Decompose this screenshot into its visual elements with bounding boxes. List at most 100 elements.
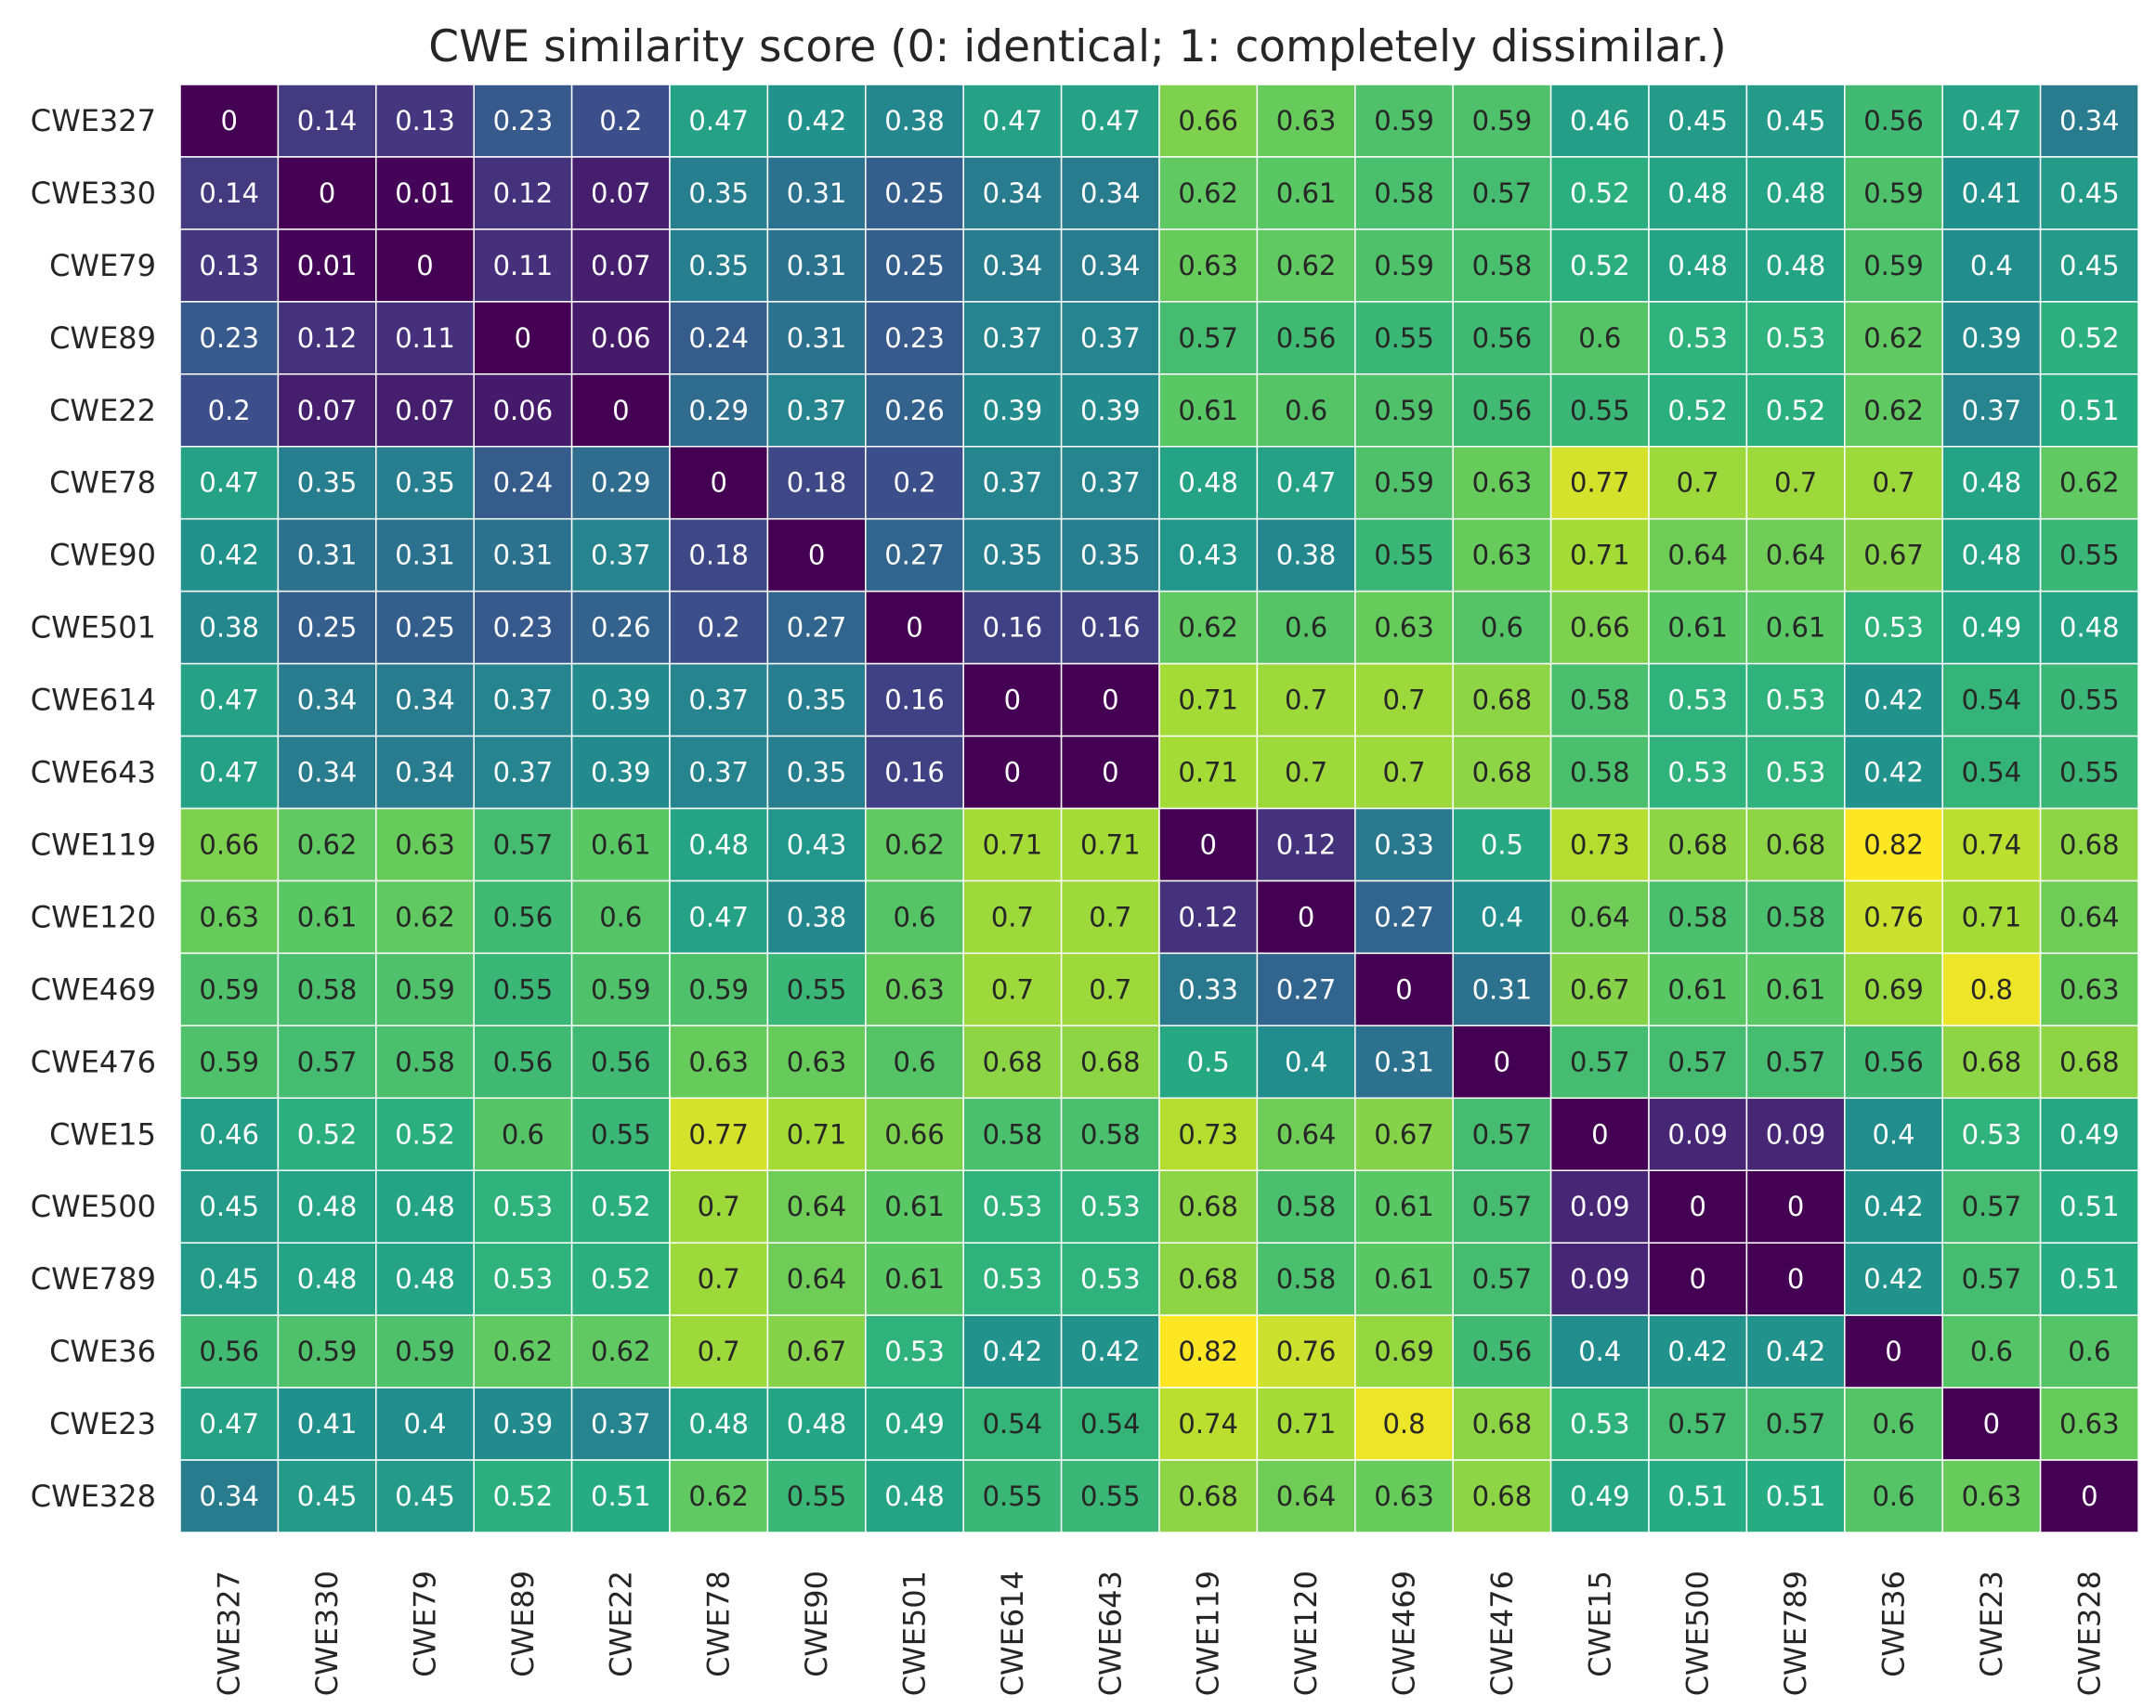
cell-value-label: 0.27 — [787, 612, 847, 644]
cell-value-label: 0.2 — [599, 105, 642, 137]
cell-value-label: 0.59 — [591, 973, 651, 1005]
cell-value-label: 0.61 — [884, 1191, 945, 1222]
cell-value-label: 0.7 — [1089, 973, 1131, 1005]
heatmap-cell — [865, 373, 964, 448]
heatmap-cell — [1060, 301, 1160, 375]
row-tick-label: CWE23 — [49, 1406, 156, 1441]
cell-value-label: 0.43 — [1178, 540, 1238, 571]
cell-value-label: 0.29 — [688, 395, 749, 426]
heatmap-cell — [1452, 1169, 1552, 1244]
cell-value-label: 0.25 — [395, 612, 455, 644]
heatmap-cell — [473, 662, 573, 737]
cell-value-label: 0.34 — [297, 685, 358, 716]
cell-value-label: 0.38 — [199, 612, 259, 644]
heatmap-cell — [669, 228, 769, 303]
cell-value-label: 0.63 — [688, 1046, 749, 1077]
heatmap-cell — [277, 84, 377, 158]
heatmap-cell — [1452, 735, 1552, 810]
cell-value-label: 0.59 — [1374, 395, 1434, 426]
heatmap-cell — [1941, 735, 2042, 810]
cell-value-label: 0.58 — [1472, 250, 1533, 281]
cell-value-label: 0.61 — [1766, 973, 1826, 1005]
cell-value-label: 0.66 — [1570, 612, 1630, 644]
cell-value-label: 0.57 — [1570, 1046, 1630, 1077]
cell-value-label: 0.66 — [884, 1118, 945, 1150]
cell-value-label: 0.48 — [395, 1191, 455, 1222]
heatmap-cell — [1648, 373, 1748, 448]
heatmap-cell — [1941, 880, 2042, 955]
cell-value-label: 0.7 — [991, 901, 1034, 932]
heatmap-cell — [1844, 84, 1943, 158]
cell-value-label: 0.7 — [1872, 467, 1914, 499]
heatmap-cell — [2039, 590, 2139, 665]
heatmap-cell — [865, 1242, 964, 1316]
heatmap-cell — [277, 228, 377, 303]
heatmap-cell — [962, 1387, 1063, 1461]
heatmap-cell — [375, 228, 475, 303]
cell-value-label: 0.69 — [1863, 973, 1924, 1005]
cell-value-label: 0.64 — [1667, 540, 1728, 571]
cell-value-label: 0.54 — [1080, 1408, 1141, 1440]
heatmap-cell — [375, 373, 475, 448]
heatmap-cell — [1941, 84, 2042, 158]
heatmap-cell — [1648, 807, 1748, 882]
heatmap-cell — [570, 590, 671, 665]
cell-value-label: 0.54 — [983, 1408, 1043, 1440]
heatmap-cell — [1354, 807, 1454, 882]
heatmap-cell — [1354, 1459, 1454, 1533]
cell-value-label: 0.52 — [591, 1263, 651, 1295]
cell-value-label: 0.58 — [1667, 901, 1728, 932]
heatmap-cell — [570, 880, 671, 955]
cell-value-label: 0 — [1591, 1118, 1608, 1150]
cell-value-label: 0.53 — [1962, 1118, 2022, 1150]
cell-value-label: 0.67 — [1570, 973, 1630, 1005]
heatmap-cell — [1452, 301, 1552, 375]
heatmap-cell — [1158, 373, 1259, 448]
cell-value-label: 0.59 — [199, 973, 259, 1005]
row-tick-label: CWE89 — [49, 320, 156, 356]
cell-value-label: 0.63 — [1374, 612, 1434, 644]
cell-value-label: 0.59 — [1472, 105, 1533, 137]
cell-value-label: 0.34 — [199, 1480, 259, 1512]
cell-value-label: 0.64 — [1276, 1480, 1337, 1512]
cell-value-label: 0.49 — [884, 1408, 945, 1440]
heatmap-cell — [375, 156, 475, 230]
heatmap-cell — [669, 1097, 769, 1172]
cell-value-label: 0.71 — [787, 1118, 847, 1150]
cell-value-label: 0.34 — [395, 757, 455, 789]
cell-value-label: 0.59 — [395, 1336, 455, 1367]
cell-value-label: 0.06 — [493, 395, 554, 426]
cell-value-label: 0.39 — [983, 395, 1043, 426]
heatmap-cell — [2039, 1097, 2139, 1172]
cell-value-label: 0.58 — [1570, 757, 1630, 789]
cell-value-label: 0.62 — [1178, 612, 1238, 644]
heatmap-cell — [962, 301, 1063, 375]
heatmap-cell — [1648, 84, 1748, 158]
heatmap-cell — [2039, 1459, 2139, 1533]
heatmap-cell — [179, 1459, 280, 1533]
cell-value-label: 0.42 — [1863, 685, 1924, 716]
row-tick-label: CWE789 — [31, 1261, 156, 1297]
cell-value-label: 0.52 — [1570, 177, 1630, 209]
cell-value-label: 0.24 — [688, 322, 749, 354]
row-tick-label: CWE120 — [31, 899, 156, 934]
cell-value-label: 0.54 — [1962, 757, 2022, 789]
cell-value-label: 0.49 — [2059, 1118, 2120, 1150]
heatmap-cell — [865, 1387, 964, 1461]
heatmap-cell — [766, 228, 867, 303]
cell-value-label: 0.6 — [1970, 1336, 2013, 1367]
heatmap-cell — [277, 1242, 377, 1316]
cell-value-label: 0.42 — [1863, 757, 1924, 789]
heatmap-cell — [1354, 446, 1454, 520]
cell-value-label: 0.62 — [1863, 322, 1924, 354]
column-tick-label: CWE119 — [1191, 1571, 1226, 1696]
cell-value-label: 0.23 — [493, 612, 554, 644]
cell-value-label: 0.39 — [1962, 322, 2022, 354]
cell-value-label: 0.12 — [1178, 901, 1238, 932]
cell-value-label: 0.63 — [1374, 1480, 1434, 1512]
cell-value-label: 0.47 — [1276, 467, 1337, 499]
cell-value-label: 0.35 — [983, 540, 1043, 571]
heatmap-cell — [179, 301, 280, 375]
heatmap-cell — [669, 517, 769, 593]
heatmap-cell — [865, 1169, 964, 1244]
